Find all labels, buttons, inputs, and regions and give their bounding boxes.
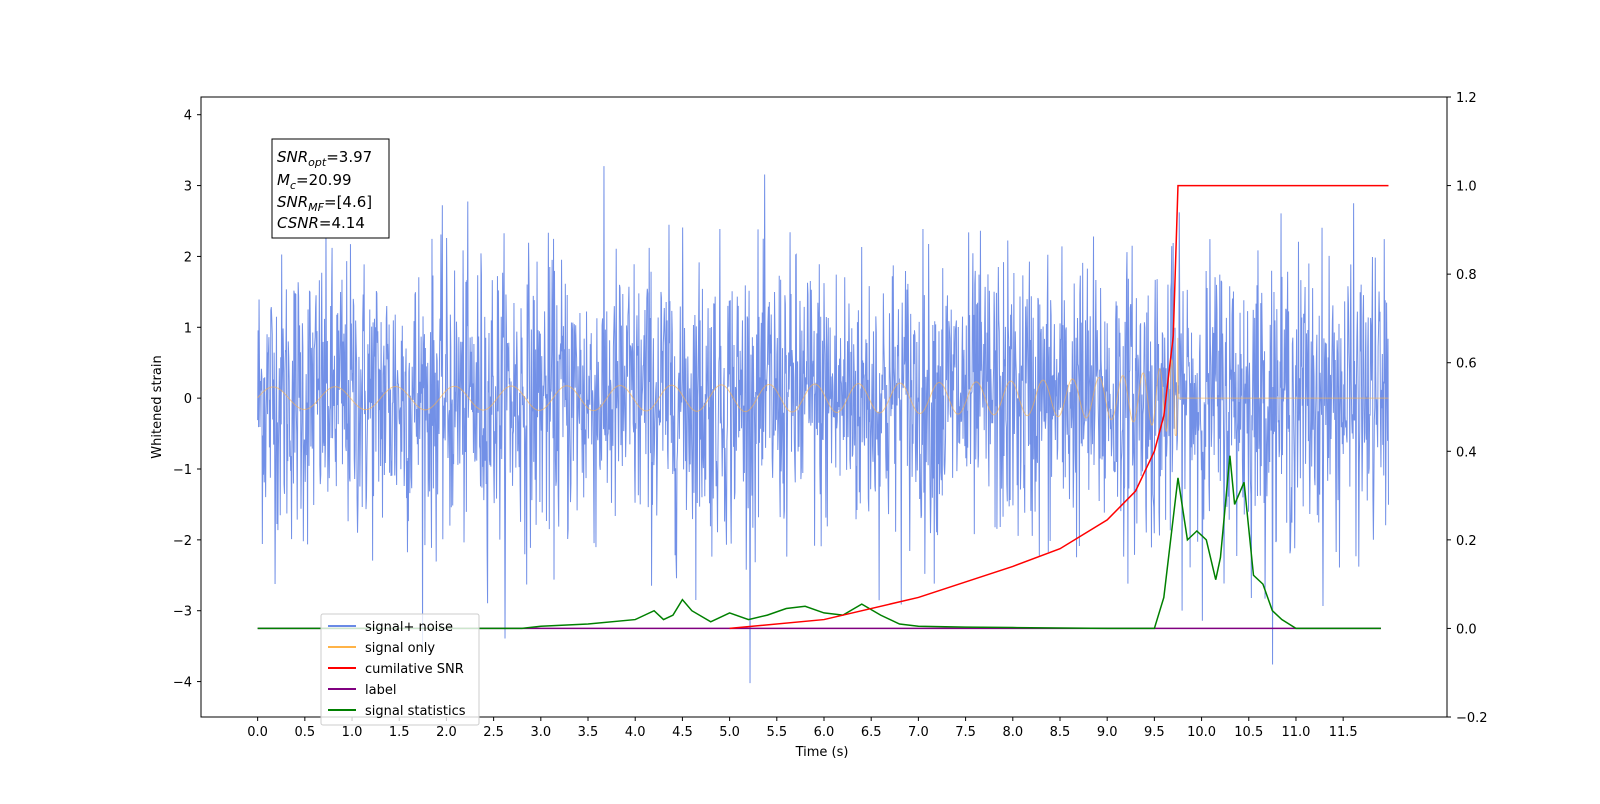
y-tick-label: 4 [184,109,192,124]
chirp-mass-text: Mc=20.99 [277,171,352,192]
x-tick-label: 3.5 [578,725,599,740]
legend-label-signal-only: signal only [365,641,435,656]
x-tick-label: 1.0 [342,725,363,740]
x-tick-label: 4.5 [672,725,693,740]
legend-label-cumulative-snr: cumilative SNR [365,662,464,677]
series-signal-noise [257,166,1389,684]
legend: signal+ noise signal only cumilative SNR… [320,613,480,726]
y2-tick-label: 1.2 [1456,91,1477,106]
x-tick-label: 0.5 [294,725,315,740]
x-tick-label: 8.5 [1050,725,1071,740]
x-axis-ticks: 0.0 0.5 1.0 1.5 2.0 2.5 3.0 3.5 4.0 4.5 5.0 5.5 6.0 6… [247,717,1358,740]
x-axis-label: Time (s) [795,745,849,760]
y2-tick-label: 1.0 [1456,180,1477,195]
y-tick-label: 1 [184,321,192,336]
x-tick-label: 11.5 [1329,725,1358,740]
x-tick-label: 10.5 [1234,725,1263,740]
y2-tick-label: 0.0 [1456,622,1477,637]
y-tick-label: −3 [173,605,192,620]
y-tick-label: −2 [173,534,192,549]
y2-axis-ticks: 1.2 1.0 0.8 0.6 0.4 0.2 0.0 −0.2 [1447,91,1488,726]
csnr-text: CSNR=4.14 [277,214,365,232]
x-tick-label: 5.5 [766,725,787,740]
y2-tick-label: −0.2 [1456,711,1488,726]
x-tick-label: 8.0 [1002,725,1023,740]
y2-tick-label: 0.4 [1456,445,1477,460]
y-axis-ticks: 4 3 2 1 0 −1 −2 −3 −4 [173,109,201,691]
x-tick-label: 3.0 [530,725,551,740]
y-tick-label: −1 [173,463,192,478]
x-tick-label: 10.0 [1187,725,1216,740]
y-axis-label: Whitened strain [150,355,165,458]
x-tick-label: 9.0 [1097,725,1118,740]
x-tick-label: 11.0 [1281,725,1310,740]
x-tick-label: 9.5 [1144,725,1165,740]
y-tick-label: 0 [184,392,192,407]
series-signal-only [257,337,1389,436]
y-tick-label: 3 [184,180,192,195]
legend-label-signal-statistics: signal statistics [365,704,466,719]
x-tick-label: 7.0 [908,725,929,740]
info-box: SNRopt=3.97 Mc=20.99 SNRMF=[4.6] CSNR=4.… [271,138,390,239]
snr-mf-text: SNRMF=[4.6] [277,193,372,214]
x-tick-label: 1.5 [389,725,410,740]
x-tick-label: 4.0 [625,725,646,740]
x-tick-label: 2.5 [483,725,504,740]
y2-tick-label: 0.8 [1456,268,1477,283]
y2-tick-label: 0.6 [1456,357,1477,372]
x-tick-label: 6.5 [861,725,882,740]
x-tick-label: 7.5 [955,725,976,740]
legend-label-label: label [365,683,396,698]
x-tick-label: 0.0 [247,725,268,740]
series-layer [257,166,1389,684]
y-tick-label: 2 [184,250,192,265]
x-tick-label: 6.0 [814,725,835,740]
series-signal-statistics [257,455,1381,630]
y-tick-label: −4 [173,676,192,691]
y2-tick-label: 0.2 [1456,534,1477,549]
legend-label-signal-noise: signal+ noise [365,620,453,635]
series-cumulative-snr [729,184,1389,630]
x-tick-label: 2.0 [436,725,457,740]
x-tick-label: 5.0 [719,725,740,740]
snr-opt-text: SNRopt=3.97 [277,148,372,169]
